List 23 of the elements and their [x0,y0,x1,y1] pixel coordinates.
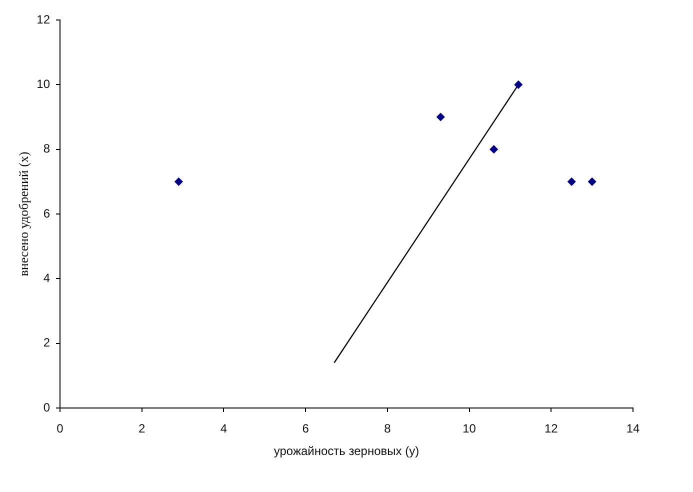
point [490,145,498,154]
x-axis-title: урожайность зерновых (y) [274,444,420,458]
y-tick-label: 2 [43,336,50,350]
y-tick-label: 12 [36,12,50,26]
x-tick-label: 14 [626,422,640,436]
y-tick-label: 4 [43,270,50,285]
x-tick-label: 8 [384,422,392,436]
x-tick-label: 4 [220,422,228,436]
x-tick-label: 0 [56,422,64,436]
point [568,178,576,186]
y-tick-label: 0 [43,400,50,414]
y-axis-title: внесено удобрений (x) [16,152,32,276]
point [436,112,445,122]
point [174,178,183,186]
point [514,80,522,89]
y-tick-label: 8 [43,142,50,156]
x-tick-label: 10 [462,422,476,436]
x-tick-label: 6 [302,422,310,436]
y-tick-label: 10 [36,76,50,91]
x-tick-label: 2 [138,422,146,436]
y-tick-label: 6 [43,206,50,220]
point [588,178,596,186]
x-tick-label: 12 [544,422,558,436]
